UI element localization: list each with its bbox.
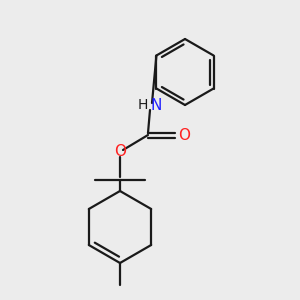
Text: O: O xyxy=(178,128,190,142)
Text: O: O xyxy=(114,145,126,160)
Text: N: N xyxy=(150,98,161,112)
Text: H: H xyxy=(138,98,148,112)
